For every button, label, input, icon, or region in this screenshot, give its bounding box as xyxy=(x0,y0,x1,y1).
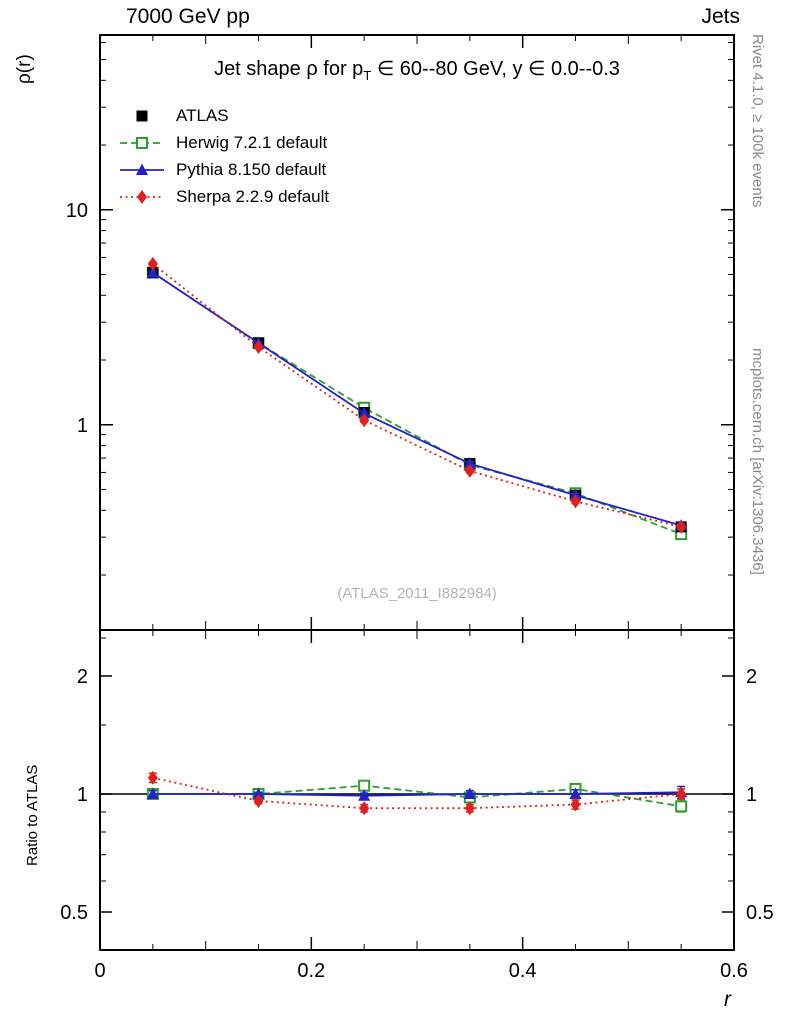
ratio-y-tick-label: 1 xyxy=(77,784,88,806)
legend-item-sherpa: Sherpa 2.2.9 default xyxy=(118,183,329,210)
ratio-y-tick-label: 1 xyxy=(746,784,757,806)
series-herwig-ratio xyxy=(146,779,688,813)
analysis-id-watermark: (ATLAS_2011_I882984) xyxy=(337,585,497,602)
legend-label-herwig: Herwig 7.2.1 default xyxy=(176,132,328,152)
x-tick-label: 0.4 xyxy=(509,960,537,982)
diamond-marker xyxy=(676,519,687,534)
diamond-marker xyxy=(147,770,158,785)
rivet-version-note: Rivet 4.1.0, ≥ 100k events xyxy=(749,34,766,208)
legend-marker-herwig xyxy=(120,136,164,149)
ratio-y-tick-label: 0.5 xyxy=(60,902,88,924)
legend-item-atlas: ATLAS xyxy=(118,102,329,129)
main-y-tick-label: 1 xyxy=(77,415,88,437)
series-pythia xyxy=(146,266,688,531)
diamond-marker xyxy=(137,189,147,204)
triangle-marker xyxy=(252,787,265,799)
diamond-marker xyxy=(147,256,158,271)
ratio-y-tick-label: 2 xyxy=(746,666,757,688)
x-axis-label: r xyxy=(724,988,731,1011)
header-beam-info: 7000 GeV pp xyxy=(126,5,250,28)
series-line xyxy=(152,784,682,808)
series-line xyxy=(152,263,682,528)
y-axis-label-ratio: Ratio to ATLAS xyxy=(24,764,41,866)
triangle-marker xyxy=(136,163,148,175)
series-line xyxy=(152,271,682,527)
series-herwig xyxy=(146,266,688,541)
square-marker xyxy=(358,779,371,792)
diamond-marker xyxy=(464,463,475,478)
x-tick-label: 0.2 xyxy=(297,960,325,982)
diamond-marker xyxy=(570,494,581,509)
legend-item-pythia: Pythia 8.150 default xyxy=(118,156,329,183)
ratio-y-tick-label: 0.5 xyxy=(746,902,774,924)
main-y-tick-label: 10 xyxy=(66,200,88,222)
legend-label-atlas: ATLAS xyxy=(176,105,229,125)
triangle-marker xyxy=(358,789,371,801)
diamond-marker xyxy=(676,786,687,801)
square-marker xyxy=(136,110,148,121)
diamond-marker xyxy=(253,793,264,808)
legend: ATLAS Herwig 7.2.1 default Pythia 8.150 de… xyxy=(118,102,329,210)
square-marker xyxy=(136,136,148,149)
triangle-marker xyxy=(146,787,159,799)
triangle-marker xyxy=(358,406,371,419)
x-axis-ticks: 0 0.2 0.4 0.6 xyxy=(94,35,748,982)
diamond-marker xyxy=(359,801,370,816)
legend-item-herwig: Herwig 7.2.1 default xyxy=(118,129,329,156)
mcplots-reference-note: mcplots.cern.ch [arXiv:1306.3436] xyxy=(749,348,766,575)
diamond-marker xyxy=(570,797,581,812)
series-sherpa-ratio xyxy=(147,770,687,816)
series-atlas xyxy=(147,267,687,533)
diamond-marker xyxy=(464,801,475,816)
diamond-marker xyxy=(253,339,264,354)
y-axis-label-main: ρ(r) xyxy=(14,54,35,84)
plot-title: Jet shape ρ for pT ∈ 60--80 GeV, y ∈ 0.0… xyxy=(100,56,734,83)
diamond-marker xyxy=(359,413,370,428)
ratio-y-tick-label: 2 xyxy=(77,666,88,688)
x-tick-label: 0.6 xyxy=(720,960,748,982)
x-tick-label: 0 xyxy=(94,960,105,982)
plot-title-pre: Jet shape ρ for p xyxy=(214,58,364,80)
legend-label-pythia: Pythia 8.150 default xyxy=(176,159,327,179)
plot-title-sub: T xyxy=(363,68,372,83)
header-analysis-group: Jets xyxy=(701,5,740,28)
series-sherpa xyxy=(147,256,687,534)
ratio-y-axis-ticks: 0.5 0.5 1 1 2 2 xyxy=(60,637,774,924)
triangle-marker xyxy=(463,787,476,799)
triangle-marker xyxy=(146,266,159,278)
square-marker xyxy=(675,800,688,813)
main-y-axis-ticks: 1 10 xyxy=(66,41,734,576)
legend-label-sherpa: Sherpa 2.2.9 default xyxy=(176,186,330,206)
plot-title-post: ∈ 60--80 GeV, y ∈ 0.0--0.3 xyxy=(371,58,620,80)
series-line xyxy=(152,791,682,797)
ratio-panel-frame xyxy=(99,629,735,951)
legend-marker-atlas xyxy=(136,110,148,121)
triangle-marker xyxy=(463,457,476,469)
series-line xyxy=(152,271,682,535)
triangle-marker xyxy=(569,787,582,799)
legend-marker-sherpa xyxy=(120,189,164,204)
legend-marker-pythia xyxy=(120,163,164,175)
